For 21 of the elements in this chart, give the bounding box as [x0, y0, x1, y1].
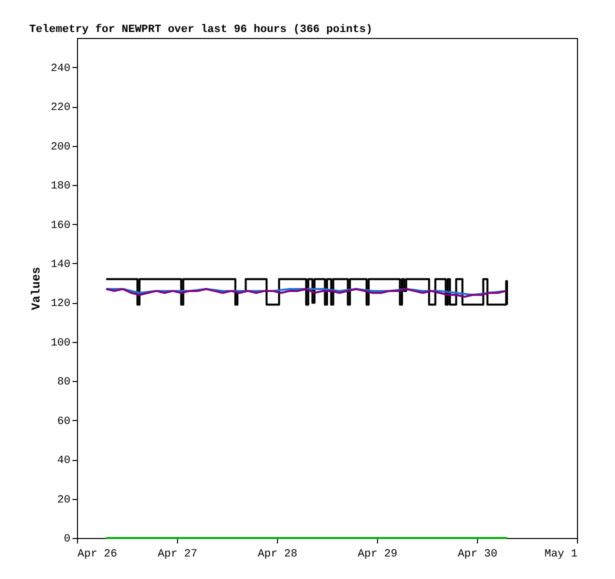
- y-tick-label: 60: [57, 416, 70, 428]
- y-tick-label: 160: [50, 220, 70, 232]
- y-tick-label: 20: [57, 494, 70, 506]
- chart-title: Telemetry for NEWPRT over last 96 hours (366 points): [29, 23, 372, 36]
- y-tick-label: 0: [64, 534, 70, 546]
- x-tick-label: May 1: [544, 548, 578, 560]
- x-tick-label: Apr 26: [78, 548, 118, 560]
- y-tick-label: 220: [50, 102, 70, 114]
- y-tick-label: 80: [57, 376, 70, 389]
- x-tick-label: Apr 29: [358, 548, 398, 560]
- y-axis-title: Values: [30, 266, 44, 310]
- x-tick-label: Apr 27: [158, 548, 198, 560]
- y-tick-label: 240: [50, 62, 70, 75]
- y-tick-label: 100: [50, 337, 70, 350]
- y-tick-label: 180: [50, 180, 70, 193]
- x-tick-label: Apr 30: [458, 548, 498, 560]
- y-tick-label: 200: [50, 141, 70, 154]
- x-tick-label: Apr 28: [258, 548, 298, 560]
- y-tick-label: 40: [57, 455, 70, 468]
- y-tick-label: 120: [50, 298, 70, 310]
- y-tick-label: 140: [50, 258, 70, 271]
